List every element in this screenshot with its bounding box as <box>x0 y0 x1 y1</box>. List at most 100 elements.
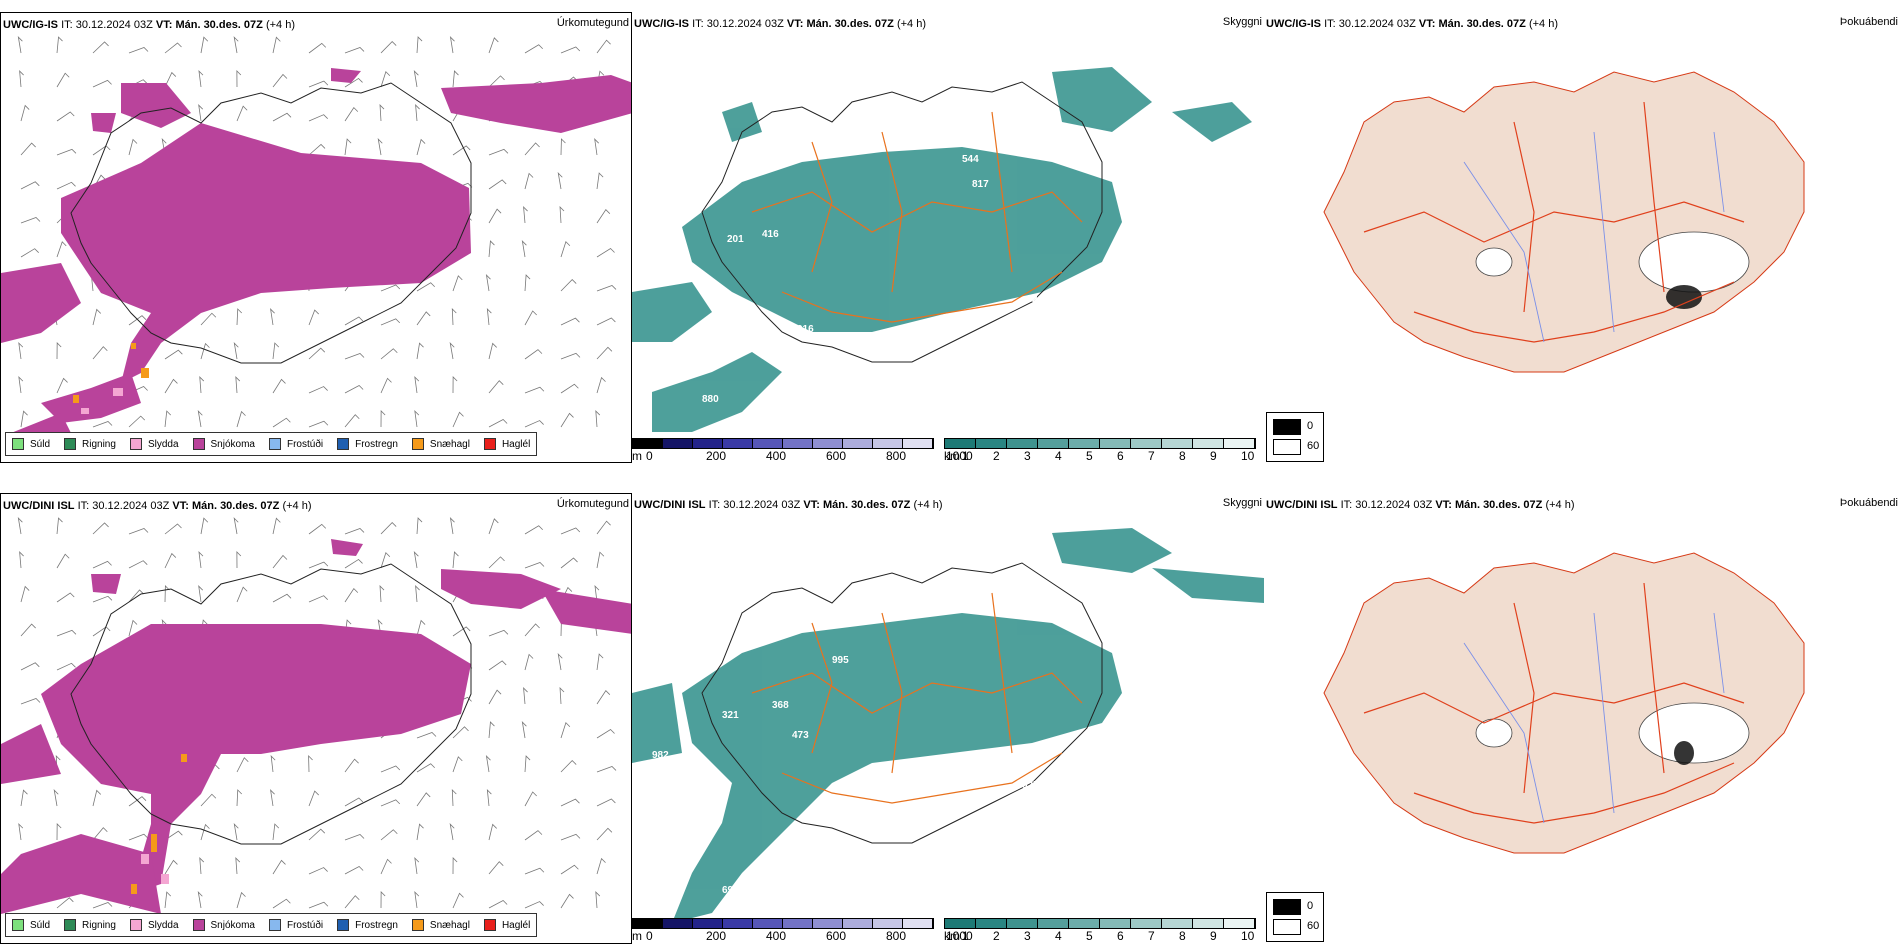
iceland-outline <box>70 82 472 364</box>
wind-barb <box>524 525 544 535</box>
colorbar-swatches <box>944 918 1256 929</box>
wind-barb <box>524 310 537 326</box>
colorbar-swatch <box>945 919 976 928</box>
visibility-point-label: 241 <box>1032 294 1049 305</box>
panel-title: UWC/IG-IS IT: 30.12.2024 03Z VT: Mán. 30… <box>1266 18 1558 30</box>
wind-barb <box>560 893 574 909</box>
visibility-point-label: 840 <box>752 414 769 425</box>
wind-barb <box>596 317 616 326</box>
wind-barb <box>488 823 497 841</box>
visibility-point-label: 995 <box>827 840 844 851</box>
wind-barb <box>344 138 352 156</box>
wind-barb <box>596 551 605 569</box>
wind-barb <box>92 827 108 841</box>
wind-barb <box>380 318 401 326</box>
panel-title: UWC/IG-IS IT: 30.12.2024 03Z VT: Mán. 30… <box>3 19 295 31</box>
wind-barb <box>233 342 239 360</box>
colorbar-swatch <box>783 439 813 448</box>
panel-title: UWC/DINI ISL IT: 30.12.2024 03Z VT: Mán.… <box>1266 499 1575 511</box>
wind-barb <box>596 209 611 224</box>
wind-barb <box>521 240 527 258</box>
roads <box>1363 582 1745 824</box>
colorbar-swatch <box>813 919 843 928</box>
visibility-point-label: 321 <box>722 710 739 721</box>
wind-barb <box>56 181 76 190</box>
iceland-outline <box>701 562 1103 844</box>
wind-barb <box>19 70 24 88</box>
wind-barb <box>92 79 112 88</box>
wind-barb <box>308 523 327 535</box>
wind-barb <box>560 46 581 54</box>
colorbar-tick: 5 <box>1086 929 1093 943</box>
visibility-km-colorbar-row1: km 1 2 3 4 5 6 7 8 9 10 <box>944 438 1264 464</box>
colorbar-tick: 8 <box>1179 449 1186 463</box>
colorbar-unit: km <box>944 449 960 463</box>
wind-barb <box>92 145 111 156</box>
wind-barb <box>380 40 397 54</box>
wind-barb <box>164 859 178 875</box>
wind-barb <box>523 687 528 705</box>
wind-barb <box>344 316 364 326</box>
colorbar-swatch <box>1100 439 1131 448</box>
wind-barb <box>557 172 563 190</box>
wind-barb <box>199 375 205 394</box>
wind-barb <box>308 114 328 122</box>
wind-barb <box>236 586 248 603</box>
wind-barb <box>560 279 577 292</box>
wind-barb <box>308 42 327 54</box>
wind-barb <box>380 765 401 773</box>
wind-barb <box>308 790 320 807</box>
fog-map <box>1323 552 1805 854</box>
wind-barb <box>236 891 246 909</box>
wind-barb <box>20 662 40 671</box>
colorbar-tick: 3 <box>1024 929 1031 943</box>
wind-barb <box>524 901 544 909</box>
visibility-point-label: 88 <box>1107 144 1119 155</box>
wind-barb <box>20 104 30 122</box>
legend-item: Snjókoma <box>192 919 255 931</box>
wind-barb <box>308 828 326 841</box>
wind-barb <box>413 70 419 88</box>
colorbar-tick: 1 <box>962 449 969 463</box>
wind-barb <box>56 148 77 156</box>
wind-barb <box>236 105 248 122</box>
colorbar-tick: 9 <box>1210 929 1217 943</box>
wind-barb <box>18 376 24 394</box>
visibility-point-label: 201 <box>727 234 744 245</box>
panel-title: UWC/DINI ISL IT: 30.12.2024 03Z VT: Mán.… <box>3 500 312 512</box>
fog-panel-row2: UWC/DINI ISL IT: 30.12.2024 03Z VT: Mán.… <box>1264 493 1900 944</box>
wind-barb <box>416 823 424 841</box>
fog-panel-row1: UWC/IG-IS IT: 30.12.2024 03Z VT: Mán. 30… <box>1264 12 1900 463</box>
wind-barb <box>380 284 401 292</box>
legend-swatch <box>64 919 77 931</box>
legend-item: Frostregn <box>337 919 398 931</box>
wind-barb <box>560 833 581 841</box>
wind-barb <box>451 308 457 326</box>
visibility-panel-row2: UWC/DINI ISL IT: 30.12.2024 03Z VT: Mán.… <box>632 493 1264 944</box>
wind-barb <box>92 346 108 360</box>
legend-label: Snæhagl <box>429 438 470 450</box>
precip-type-map <box>1 517 631 914</box>
wind-barb <box>92 421 113 428</box>
colorbar-tick: 2 <box>993 929 1000 943</box>
wind-barb <box>524 623 540 637</box>
wind-barb <box>53 789 59 807</box>
wind-barb <box>344 414 360 428</box>
legend-item: Snæhagl <box>411 919 470 931</box>
wind-barb <box>414 891 420 909</box>
wind-barb <box>92 902 113 909</box>
wind-barb <box>488 208 502 224</box>
legend-item: Slydda <box>129 919 179 931</box>
wind-barb <box>235 856 241 875</box>
wind-barb <box>416 311 431 326</box>
wind-barb <box>560 760 577 773</box>
panel-variable-label: Skyggni <box>1222 16 1262 28</box>
wind-barb <box>18 342 24 360</box>
wind-barb <box>524 349 543 360</box>
legend-swatch <box>192 919 205 931</box>
wind-barb <box>20 410 28 428</box>
wind-barb <box>488 37 499 54</box>
colorbar-swatch <box>723 919 753 928</box>
wind-barb <box>128 619 138 637</box>
legend-item: Snæhagl <box>411 438 470 450</box>
